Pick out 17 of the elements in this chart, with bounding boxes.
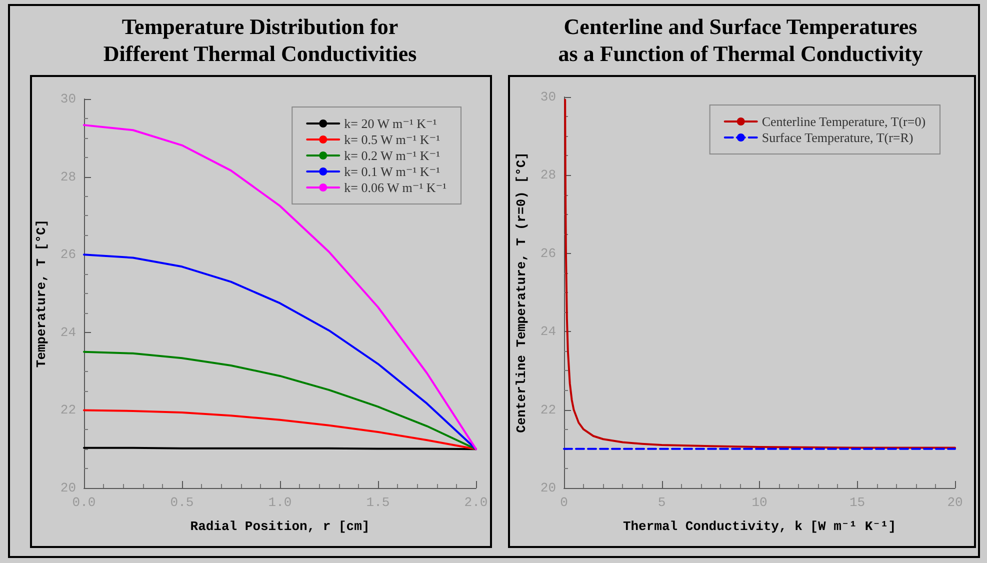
legend-label: k= 0.2 W m⁻¹ K⁻¹ [344, 148, 440, 163]
y-axis-title: Temperature, T [°C] [34, 219, 49, 368]
line-series [83, 409, 477, 450]
x-axis-title: Thermal Conductivity, k [W m⁻¹ K⁻¹] [622, 519, 896, 534]
line-series [83, 254, 477, 450]
legend-label: k= 0.5 W m⁻¹ K⁻¹ [344, 132, 440, 147]
line-series [83, 350, 477, 450]
legend-label: k= 0.1 W m⁻¹ K⁻¹ [344, 164, 440, 179]
legend-label: Centerline Temperature, T(r=0) [762, 114, 926, 129]
legend-label: Surface Temperature, T(r=R) [762, 130, 914, 145]
y-axis-title: Centerline Temperature, T (r=0) [°C] [514, 152, 529, 433]
legend-label: k= 0.06 W m⁻¹ K⁻¹ [344, 180, 447, 195]
legend-label: k= 20 W m⁻¹ K⁻¹ [344, 116, 437, 131]
chart-title: Temperature Distribution for Different Thermal Conductivities [103, 14, 418, 66]
line-series [564, 98, 956, 449]
x-axis-title: Radial Position, r [cm] [190, 519, 370, 534]
chart-title: Centerline and Surface Temperatures as a Function of Thermal Conductivity [558, 14, 923, 66]
